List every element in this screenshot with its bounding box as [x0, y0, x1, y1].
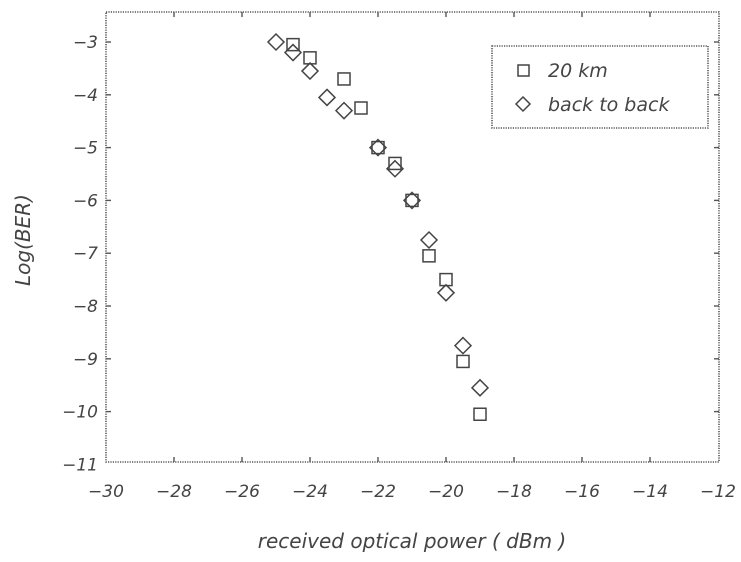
point-20km: [337, 72, 351, 86]
point-back-to-back: [368, 138, 388, 157]
y-tick-label: −9: [73, 350, 98, 370]
point-20km: [422, 249, 436, 263]
x-tick-label: −22: [360, 482, 396, 502]
y-tick-label: −11: [62, 455, 98, 475]
legend: 20 km back to back: [491, 45, 709, 129]
point-20km: [354, 101, 368, 115]
point-back-to-back: [334, 101, 354, 120]
x-tick-label: −28: [156, 482, 192, 502]
x-tick-label: −16: [564, 482, 600, 502]
legend-box: [491, 45, 709, 129]
y-tick-label: −7: [73, 244, 98, 264]
point-20km: [473, 407, 487, 421]
axis-ticks: [106, 12, 719, 462]
y-tick-label: −8: [73, 297, 98, 317]
point-back-to-back: [419, 230, 439, 250]
x-tick-label: −24: [292, 482, 328, 502]
point-back-to-back: [470, 378, 490, 397]
legend-square-marker: [517, 64, 530, 77]
point-20km: [286, 37, 300, 52]
point-20km: [405, 193, 419, 208]
x-tick-label: −30: [88, 482, 124, 502]
x-tick-label: −20: [428, 482, 464, 502]
x-tick-label: −14: [632, 482, 668, 502]
point-back-to-back: [436, 283, 456, 302]
point-20km: [388, 156, 402, 171]
point-20km: [456, 354, 470, 369]
x-tick-label: −18: [496, 482, 532, 502]
legend-diamond-marker: [514, 95, 532, 113]
y-tick-labels: −3 −4 −5 −6 −7 −8 −9 −10 −11: [62, 33, 98, 475]
x-axis-label: received optical power ( dBm ): [258, 529, 566, 553]
legend-label-back-to-back: back to back: [548, 94, 670, 116]
point-back-to-back: [283, 43, 303, 62]
x-tick-label: −12: [700, 482, 736, 502]
point-back-to-back: [317, 88, 337, 107]
y-tick-label: −3: [73, 33, 98, 53]
point-20km: [371, 140, 385, 155]
y-tick-label: −6: [73, 191, 98, 211]
point-back-to-back: [453, 336, 473, 355]
point-back-to-back: [266, 32, 286, 52]
point-back-to-back: [385, 159, 405, 178]
legend-label-20km: 20 km: [548, 60, 608, 82]
x-tick-labels: −30 −28 −26 −24 −22 −20 −18 −16 −14 −12: [88, 482, 736, 502]
point-back-to-back: [300, 61, 320, 81]
y-tick-label: −10: [62, 403, 98, 423]
y-tick-label: −4: [73, 86, 98, 106]
point-back-to-back: [402, 191, 422, 210]
plot-frame: [105, 11, 720, 463]
x-tick-label: −26: [224, 482, 260, 502]
y-axis-label: Log(BER): [11, 194, 35, 286]
y-tick-label: −5: [73, 139, 98, 159]
data-markers: [266, 32, 490, 421]
